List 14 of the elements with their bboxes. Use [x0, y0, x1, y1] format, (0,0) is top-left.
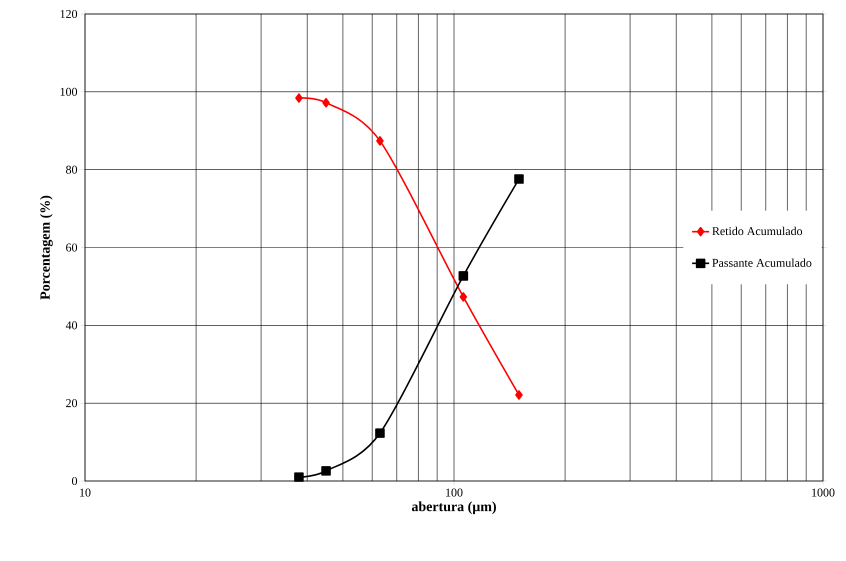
y-tick-label: 120	[60, 10, 78, 18]
y-tick-label: 40	[66, 321, 78, 330]
legend-label: Retido Acumulado	[712, 226, 802, 236]
y-tick-label: 80	[66, 166, 78, 174]
y-tick-label: 100	[60, 88, 78, 96]
x-axis-title: abertura (µm)	[412, 501, 496, 514]
legend-label: Passante Acumulado	[712, 258, 812, 267]
y-tick-label: 60	[66, 243, 78, 252]
y-tick-label: 20	[66, 399, 78, 408]
x-tick-label: 10	[80, 488, 91, 497]
x-tick-label: 100	[446, 488, 463, 497]
y-tick-label: 0	[72, 476, 78, 486]
x-tick-label: 1000	[812, 488, 835, 497]
y-axis-title: Porcentagem (%)	[40, 196, 53, 300]
